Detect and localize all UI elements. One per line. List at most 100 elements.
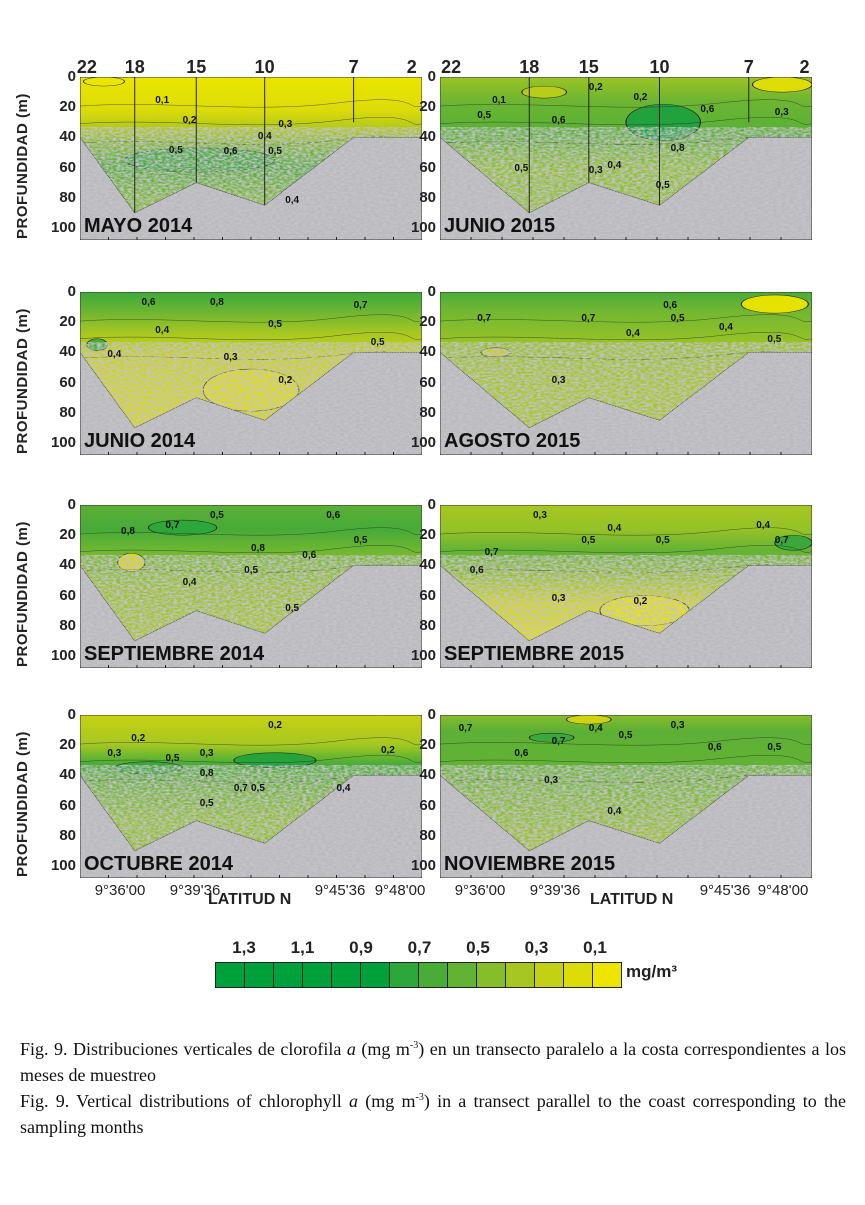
contour-label: 0,3 bbox=[107, 748, 122, 760]
contour-label: 0,8 bbox=[670, 143, 685, 155]
legend-swatch bbox=[360, 962, 390, 988]
y-tick-label: 40 bbox=[419, 766, 436, 784]
contour-label: 0,6 bbox=[223, 146, 238, 158]
contour-panel: 0,7 0,7 0,4 0,5 0,3 0,6 0,6 0,5 0,3 0,4 NOVIEMBRE … bbox=[440, 715, 812, 878]
x-tick-label: 9°48'00 bbox=[757, 882, 809, 899]
contour-label: 0,7 bbox=[581, 313, 596, 325]
contour-label: 0,5 bbox=[514, 163, 529, 175]
legend-swatch bbox=[592, 962, 622, 988]
y-tick-label: 100 bbox=[410, 646, 436, 664]
contour-label: 0,6 bbox=[302, 550, 317, 562]
contour-label: 0,6 bbox=[141, 296, 156, 308]
y-tick-label: 60 bbox=[419, 586, 436, 604]
station-label: 15 bbox=[578, 57, 599, 77]
contour-label: 0,7 bbox=[484, 547, 499, 559]
contour-label: 0,2 bbox=[633, 595, 648, 607]
seabed-texture bbox=[80, 352, 422, 455]
seabed-texture bbox=[80, 775, 422, 878]
y-tick-label: 0 bbox=[427, 496, 436, 513]
legend-swatch bbox=[563, 962, 593, 988]
chlorophyll-patch bbox=[625, 103, 701, 141]
contour-label: 0,3 bbox=[199, 748, 214, 760]
y-tick-label: 80 bbox=[419, 616, 436, 634]
month-label: OCTUBRE 2014 bbox=[84, 853, 233, 875]
legend-value: 0,5 bbox=[466, 938, 490, 957]
y-tick-label: 60 bbox=[59, 586, 76, 604]
contour-label: 0,5 bbox=[285, 603, 300, 615]
contour-label: 0,4 bbox=[182, 577, 197, 589]
y-tick-label: 20 bbox=[59, 313, 76, 331]
station-label: 18 bbox=[519, 57, 540, 77]
contour-label: 0,3 bbox=[223, 352, 238, 364]
contour-label: 0,3 bbox=[774, 107, 789, 119]
caption-text: Fig. 9. Vertical distributions of chloro… bbox=[20, 1091, 350, 1111]
y-tick-label: 60 bbox=[419, 796, 436, 814]
contour-plot bbox=[80, 77, 422, 240]
caption-text: ) en un transecto paralelo a la costa co… bbox=[20, 1039, 846, 1085]
y-tick-label: 80 bbox=[419, 188, 436, 206]
chlorophyll-patch bbox=[751, 77, 812, 93]
caption-text: (mg m bbox=[358, 1091, 416, 1111]
legend-swatch bbox=[215, 962, 245, 988]
month-label: AGOSTO 2015 bbox=[444, 430, 581, 452]
y-tick-label: 100 bbox=[50, 856, 76, 874]
contour-panel: 0,8 0,7 0,5 0,8 0,6 0,5 0,4 0,5 0,6 0,5 SEPTIEMBRE… bbox=[80, 505, 422, 668]
y-tick-label: 80 bbox=[59, 826, 76, 844]
y-tick-label: 100 bbox=[410, 856, 436, 874]
y-tick-label: 0 bbox=[67, 283, 76, 300]
y-tick-label: 40 bbox=[419, 128, 436, 146]
contour-label: 0,4 bbox=[607, 805, 622, 817]
contour-line bbox=[80, 117, 422, 125]
x-tick-label: 9°39'36 bbox=[169, 882, 221, 899]
y-tick-label: 0 bbox=[427, 706, 436, 723]
seabed-texture bbox=[80, 565, 422, 668]
station-label: 7 bbox=[348, 57, 359, 77]
legend-value: 1,3 bbox=[232, 938, 256, 957]
contour-label: 0,6 bbox=[551, 114, 566, 126]
y-axis-label: PROFUNDIDAD (m) bbox=[14, 731, 31, 877]
contour-label: 0,5 bbox=[477, 110, 492, 122]
y-tick-label: 80 bbox=[419, 403, 436, 421]
y-axis-label: PROFUNDIDAD (m) bbox=[14, 308, 31, 454]
contour-label: 0,5 bbox=[767, 334, 782, 346]
legend-value: 0,9 bbox=[349, 938, 373, 957]
y-tick-label: 60 bbox=[59, 796, 76, 814]
contour-label: 0,5 bbox=[165, 752, 180, 764]
contour-label: 0,2 bbox=[633, 92, 648, 104]
contour-label: 0,4 bbox=[607, 523, 622, 535]
contour-label: 0,6 bbox=[663, 299, 678, 311]
seabed-texture bbox=[80, 137, 422, 240]
legend-swatch bbox=[244, 962, 274, 988]
month-label: SEPTIEMBRE 2014 bbox=[84, 643, 265, 665]
contour-plot bbox=[80, 292, 422, 455]
month-label: JUNIO 2014 bbox=[84, 430, 196, 452]
contour-label: 0,4 bbox=[719, 322, 733, 334]
contour-label: 0,4 bbox=[588, 722, 603, 734]
contour-panel: 0,6 0,8 0,7 0,4 0,5 0,3 0,2 0,5 0,4 JUNIO 2014 bbox=[80, 292, 422, 455]
legend-value: 0,1 bbox=[583, 938, 607, 957]
month-label: MAYO 2014 bbox=[84, 215, 193, 237]
chlorophyll-patch bbox=[480, 347, 512, 358]
contour-label: 0,5 bbox=[244, 565, 259, 577]
contour-line bbox=[80, 332, 422, 340]
contour-line bbox=[440, 545, 812, 553]
contour-label: 0,7 bbox=[551, 736, 566, 748]
legend-swatch bbox=[476, 962, 506, 988]
chlorophyll-patch bbox=[82, 77, 125, 87]
station-label: 10 bbox=[254, 57, 275, 77]
contour-line bbox=[80, 738, 422, 746]
y-axis-label: PROFUNDIDAD (m) bbox=[14, 93, 31, 239]
contour-label: 0,5 bbox=[370, 337, 385, 349]
legend-swatch bbox=[331, 962, 361, 988]
y-tick-label: 20 bbox=[419, 98, 436, 116]
y-tick-label: 80 bbox=[419, 826, 436, 844]
y-tick-label: 0 bbox=[67, 68, 76, 85]
y-tick-label: 40 bbox=[419, 556, 436, 574]
station-label: 15 bbox=[186, 57, 207, 77]
contour-label: 0,4 bbox=[257, 131, 272, 143]
contour-line bbox=[440, 755, 812, 763]
y-tick-label: 20 bbox=[419, 526, 436, 544]
contour-label: 0,8 bbox=[199, 767, 214, 779]
chlorophyll-patch bbox=[202, 368, 300, 412]
contour-line bbox=[80, 528, 422, 536]
